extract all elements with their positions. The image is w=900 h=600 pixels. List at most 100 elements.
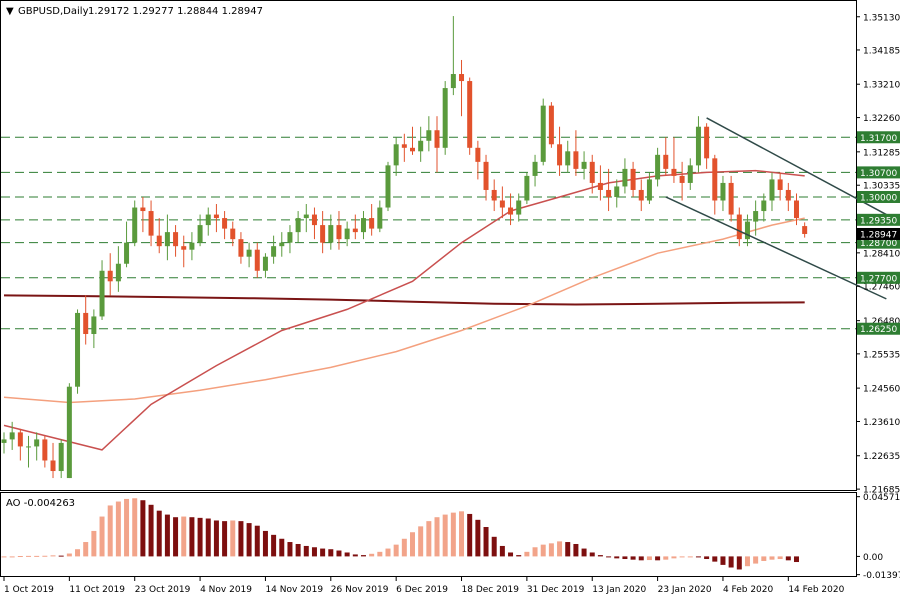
ao-bar (401, 538, 407, 557)
ao-bar (34, 555, 40, 557)
candle-body (736, 214, 742, 240)
ao-bar (524, 551, 530, 557)
ao-bar (132, 498, 138, 557)
candle-body (107, 270, 113, 282)
candle-body (442, 88, 448, 148)
ao-panel-frame (0, 492, 857, 577)
ao-bar (589, 552, 595, 557)
ao-bar (614, 556, 620, 559)
candle-body (271, 246, 277, 257)
candlesticks (1, 16, 808, 479)
date-tick-label: 11 Oct 2019 (69, 585, 125, 595)
price-tick-label: 1.27460 (863, 283, 900, 293)
level-label-bg (857, 322, 900, 335)
candle-body (434, 130, 440, 148)
ao-bar (597, 555, 603, 557)
ao-bar (222, 521, 228, 557)
candle-body (483, 161, 489, 190)
candle-body (352, 228, 358, 233)
candle-body (91, 316, 97, 335)
candle-body (761, 200, 767, 212)
candle-body (785, 189, 791, 201)
ao-bar (9, 556, 15, 558)
ao-bar (320, 548, 326, 557)
candle-body (262, 256, 268, 271)
candle-body (744, 221, 750, 240)
candle-body (532, 161, 538, 176)
ao-bar (573, 543, 579, 557)
ao-bar (369, 553, 375, 557)
date-tick-label: 14 Feb 2020 (788, 585, 844, 595)
ao-bar (736, 556, 742, 570)
price-tick-label: 1.35130 (863, 13, 900, 23)
level-label: 1.30000 (860, 193, 897, 203)
ao-bar (491, 536, 497, 557)
ao-bar (295, 543, 301, 557)
ao-bar (540, 544, 546, 557)
candle-body (385, 165, 391, 208)
date-tick-label: 6 Dec 2019 (396, 585, 448, 595)
candle-body (508, 207, 514, 215)
candle-body (655, 154, 661, 180)
ao-bar (99, 516, 105, 557)
ao-bar (434, 517, 440, 557)
ao-bar (646, 556, 652, 561)
ao-bar (181, 516, 187, 557)
ao-bar (107, 505, 113, 557)
ao-bar (213, 520, 219, 557)
candle-body (124, 242, 130, 264)
ao-axis: 0.045719 0.00 -0.013971 (856, 493, 900, 581)
candle-body (459, 74, 465, 82)
level-label-bg (857, 190, 900, 203)
ao-bar (565, 542, 571, 557)
candle-body (467, 81, 473, 148)
ao-bar (26, 555, 32, 557)
candle-body (695, 126, 701, 166)
ao-bar (663, 556, 669, 560)
candle-body (638, 189, 644, 201)
ao-bar (75, 549, 81, 557)
ao-bar (271, 534, 277, 557)
candle-body (83, 312, 89, 335)
ao-bar (687, 556, 693, 558)
ao-bar (459, 511, 465, 557)
ao-bar (557, 541, 563, 557)
ao-bar (679, 556, 685, 558)
candle-body (205, 214, 211, 226)
candle-body (622, 168, 628, 187)
candle-body (336, 225, 342, 240)
header-triangle[interactable]: ▼ (6, 6, 14, 17)
price-tick-label: 1.24560 (863, 385, 900, 395)
candle-body (17, 432, 23, 447)
candle-body (75, 312, 81, 387)
ao-bar (410, 532, 415, 557)
ao-bar (230, 520, 236, 557)
ao-bar (606, 556, 612, 558)
candle-body (1, 439, 7, 443)
candle-body (279, 242, 285, 247)
candle-body (720, 182, 726, 201)
date-tick-label: 14 Nov 2019 (265, 585, 323, 595)
ao-bar (728, 556, 734, 568)
ao-bar (793, 556, 799, 563)
ao-bar (279, 538, 285, 557)
ao-bar (58, 555, 64, 557)
candle-body (344, 228, 350, 240)
candle-body (156, 235, 162, 247)
candle-body (328, 225, 334, 243)
ao-bar (115, 501, 121, 557)
candle-body (540, 105, 546, 162)
ao-bar (91, 530, 97, 557)
ao-bar (426, 521, 432, 557)
candle-body (777, 179, 783, 190)
candle-body (753, 211, 759, 222)
ao-bar (777, 556, 783, 560)
candle-body (646, 179, 652, 201)
ao-bar (638, 556, 644, 561)
candle-body (132, 207, 138, 243)
price-tick-label: 1.25535 (863, 350, 900, 360)
ao-histogram (1, 498, 799, 570)
level-label: 1.26250 (860, 325, 897, 335)
